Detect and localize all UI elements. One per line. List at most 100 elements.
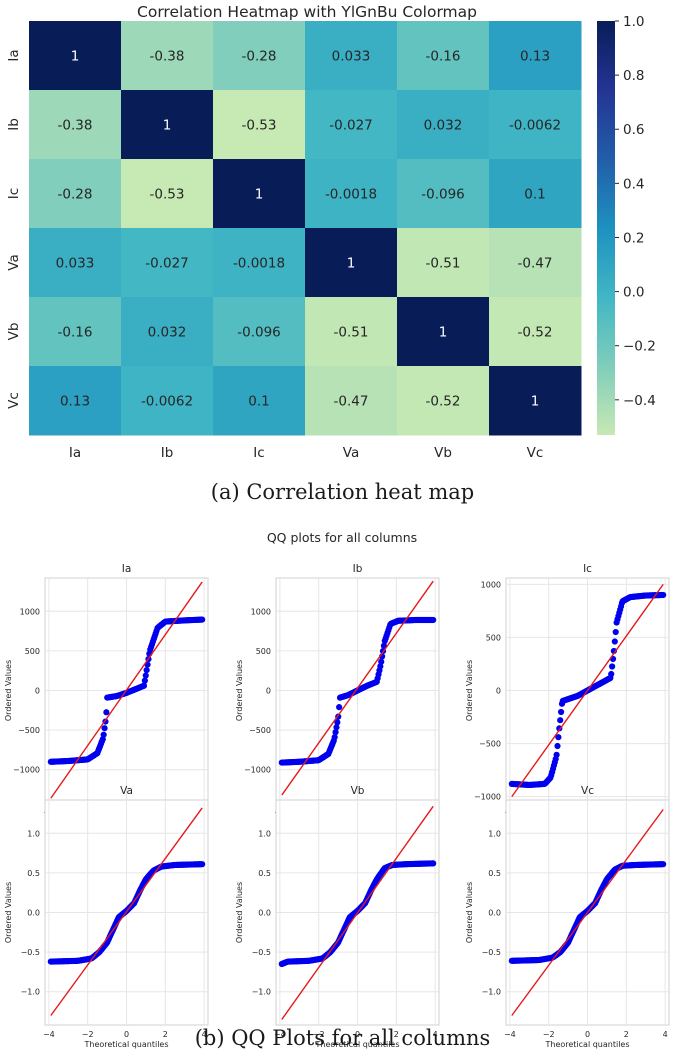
qq-y-tick-label: 0.5 xyxy=(27,869,40,878)
qq-y-tick-label: 0.0 xyxy=(488,909,501,918)
qq-y-tick-label: −0.5 xyxy=(252,948,271,957)
qq-x-tick-label: 2 xyxy=(394,1030,399,1039)
qq-y-tick-label: 500 xyxy=(25,647,40,656)
qq-y-tick-label: −0.5 xyxy=(482,948,501,957)
qq-point xyxy=(554,742,561,750)
colorbar-tick-label: 0.6 xyxy=(623,122,644,138)
heatmap-cell-Ia-Va xyxy=(305,21,398,91)
heatmap-cells: 1 -0.38 -0.28 0.033 -0.16 0.13 -0.38 1 -0.53 -0.0… xyxy=(29,21,582,436)
qq-y-axis-label: Ordered Values xyxy=(465,660,474,721)
heatmap-caption: (a) Correlation heat map xyxy=(210,480,475,504)
qq-point xyxy=(660,591,667,599)
heatmap-y-label-Vb: Vb xyxy=(6,323,22,341)
heatmap-value-Va-Vc: -0.47 xyxy=(518,256,553,272)
heatmap-x-label-Ia: Ia xyxy=(69,445,81,461)
heatmap-cell-Va-Vb xyxy=(397,228,490,298)
heatmap-value-Ic-Ia: -0.28 xyxy=(58,187,93,203)
qq-panel-Ib: Ib−4−202410005000−500−1000Theoretical qu… xyxy=(235,563,440,827)
qq-x-tick-label: 4 xyxy=(202,1030,207,1039)
qq-point xyxy=(377,663,384,670)
heatmap-value-Ib-Vc: -0.0062 xyxy=(509,118,561,134)
heatmap-cell-Ic-Ib xyxy=(121,159,214,229)
qq-y-tick-label: −1000 xyxy=(474,793,501,802)
qq-point xyxy=(555,734,562,741)
colorbar-bar xyxy=(597,21,615,435)
qq-y-tick-label: 0 xyxy=(266,687,271,696)
heatmap-cell-Va-Vc xyxy=(489,228,582,298)
heatmap-cell-Vc-Va xyxy=(305,366,398,436)
qq-y-tick-label: −1.0 xyxy=(21,988,40,997)
heatmap-value-Vb-Va: -0.51 xyxy=(334,325,369,341)
qq-fit-line-Vb xyxy=(281,805,434,1020)
qq-y-tick-label: 0 xyxy=(35,687,40,696)
qq-y-tick-label: −1000 xyxy=(244,766,271,775)
qq-fit-line-Vc xyxy=(511,809,664,1016)
heatmap-y-label-Ib: Ib xyxy=(6,118,22,131)
qq-x-tick-label: 0 xyxy=(124,1030,129,1039)
heatmap-title: Correlation Heatmap with YlGnBu Colormap xyxy=(137,3,477,21)
qq-point xyxy=(101,725,108,732)
qq-y-tick-label: 1000 xyxy=(481,580,501,589)
heatmap-cell-Ia-Ib xyxy=(121,21,214,91)
qq-fit-line-Ic xyxy=(511,583,664,798)
qq-point xyxy=(608,670,615,678)
qq-points-Ib xyxy=(278,616,437,766)
qq-y-tick-label: 1.0 xyxy=(258,829,271,838)
qq-point xyxy=(610,647,618,655)
heatmap-cell-Vc-Vb xyxy=(397,366,490,436)
heatmap-value-Va-Ic: -0.0018 xyxy=(233,256,285,272)
qq-x-tick-label: 4 xyxy=(433,1030,438,1039)
qq-y-axis-label: Ordered Values xyxy=(235,660,244,721)
heatmap-cell-Vc-Ib xyxy=(121,366,214,436)
colorbar-tick-label: −0.2 xyxy=(623,339,656,355)
heatmap-value-Ic-Ic: 1 xyxy=(255,187,264,203)
heatmap-value-Vb-Ib: 0.032 xyxy=(148,325,187,341)
qq-point xyxy=(100,731,107,738)
heatmap-y-label-Vc: Vc xyxy=(6,392,22,409)
heatmap-value-Ib-Ic: -0.53 xyxy=(242,118,277,134)
qq-x-tick-label: −4 xyxy=(504,1030,516,1039)
qq-y-tick-label: 1000 xyxy=(251,607,271,616)
qq-point xyxy=(199,616,206,623)
qq-y-tick-label: −500 xyxy=(479,740,501,749)
qq-y-tick-label: 0 xyxy=(496,687,501,696)
heatmap-value-Ib-Ib: 1 xyxy=(163,118,172,134)
heatmap-value-Va-Va: 1 xyxy=(347,256,356,272)
qq-panel-title-Ib: Ib xyxy=(353,563,363,575)
qq-y-axis-label: Ordered Values xyxy=(465,882,474,943)
heatmap-cell-Ib-Ic xyxy=(213,90,306,160)
heatmap-cell-Ia-Vc xyxy=(489,21,582,91)
heatmap-cell-Va-Ia xyxy=(29,228,122,298)
qq-y-axis-label: Ordered Values xyxy=(235,882,244,943)
qq-y-tick-label: 1000 xyxy=(20,607,40,616)
qq-point xyxy=(611,638,618,645)
qq-y-axis-label: Ordered Values xyxy=(4,882,13,943)
qq-y-axis-label: Ordered Values xyxy=(4,660,13,721)
heatmap-cell-Ib-Ia xyxy=(29,90,122,160)
heatmap-value-Vc-Ia: 0.13 xyxy=(60,394,90,410)
qq-x-tick-label: 2 xyxy=(163,1030,168,1039)
heatmap-cell-Ib-Vb xyxy=(397,90,490,160)
qq-fit-line-Ib xyxy=(281,580,434,796)
heatmap-value-Va-Ia: 0.033 xyxy=(56,256,95,272)
heatmap-cell-Ib-Va xyxy=(305,90,398,160)
qq-y-tick-label: −0.5 xyxy=(21,948,40,957)
qq-panel-Ic: Ic−4−202410005000−500−1000Theoretical qu… xyxy=(465,563,670,827)
heatmap-cell-Ia-Ic xyxy=(213,21,306,91)
qq-y-tick-label: 1.0 xyxy=(27,829,40,838)
heatmap-value-Ia-Ic: -0.28 xyxy=(242,49,277,65)
qq-points-Ic xyxy=(508,591,667,789)
colorbar-tick-label: 0.8 xyxy=(623,68,644,84)
heatmap-cell-Vb-Ic xyxy=(213,297,306,367)
qq-point xyxy=(143,666,150,674)
qq-panels: Ia −4 −2 0 2 4 1000 500 0 −500 −1000 Theoretical qu… xyxy=(4,563,670,1049)
qq-point xyxy=(609,663,616,670)
heatmap-y-label-Va: Va xyxy=(6,254,22,270)
qq-x-tick-label: −4 xyxy=(43,1030,55,1039)
qq-y-tick-label: −1.0 xyxy=(482,988,501,997)
qq-y-tick-label: 500 xyxy=(256,647,271,656)
heatmap-value-Ic-Ib: -0.53 xyxy=(150,187,185,203)
qq-x-tick-label: −2 xyxy=(82,1030,94,1039)
heatmap-x-label-Ib: Ib xyxy=(161,445,174,461)
